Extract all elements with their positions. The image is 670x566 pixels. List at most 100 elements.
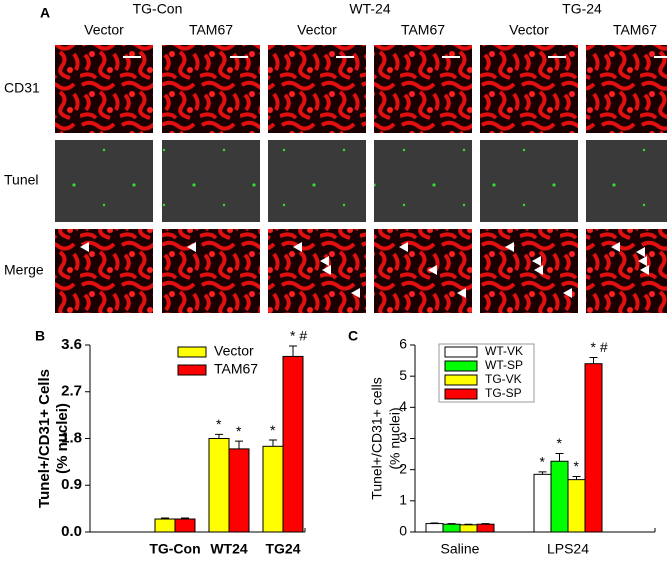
y-axis-label: (% nuclei) — [54, 403, 71, 474]
micrograph — [162, 45, 260, 133]
legend-label: TAM67 — [214, 361, 258, 377]
column-label: Vector — [84, 22, 124, 38]
y-axis-label: Tunel+/CD31+ cells — [369, 377, 385, 499]
column-label: TAM67 — [189, 22, 233, 38]
y-tick-label: 0 — [399, 523, 407, 539]
arrowhead — [667, 282, 670, 286]
y-tick-label: 3.6 — [61, 336, 82, 353]
bar — [425, 523, 444, 533]
arrowhead — [638, 256, 647, 266]
arrowhead — [293, 242, 302, 252]
bar — [533, 473, 552, 533]
y-axis-label: Tunel+/CD31+ Cells — [36, 369, 53, 508]
group-label: TG-24 — [562, 1, 602, 17]
y-tick-label: 0.9 — [61, 476, 82, 493]
arrowhead — [534, 265, 543, 275]
micrograph — [268, 229, 366, 313]
x-tick-label: LPS24 — [547, 541, 589, 557]
error-bar — [572, 476, 581, 480]
arrowhead — [80, 242, 89, 252]
column-label: Vector — [509, 22, 549, 38]
row-label: Tunel — [4, 172, 39, 188]
significance-marker: * — [216, 416, 222, 432]
group-label: TG-Con — [133, 1, 183, 17]
bar — [442, 523, 461, 533]
y-tick-label: 2 — [399, 460, 407, 476]
micrograph — [268, 45, 366, 133]
legend-swatch — [444, 360, 478, 372]
significance-marker: * — [557, 435, 563, 451]
legend-label: WT-SP — [485, 358, 523, 372]
bar — [282, 355, 304, 533]
x-tick-label: TG-Con — [149, 541, 200, 557]
micrograph — [586, 140, 667, 222]
error-bar — [589, 356, 598, 364]
micrograph — [586, 229, 667, 313]
legend-swatch — [177, 364, 207, 376]
significance-marker: * — [574, 458, 580, 474]
arrowhead — [532, 256, 541, 266]
row-label: CD31 — [4, 80, 40, 96]
micrograph — [268, 140, 366, 222]
micrograph — [374, 45, 472, 133]
arrowhead — [428, 265, 437, 275]
significance-marker: * — [270, 422, 276, 438]
arrowhead — [351, 288, 360, 298]
micrograph — [55, 229, 153, 313]
bar — [154, 518, 176, 533]
arrowhead — [399, 242, 408, 252]
arrowhead — [457, 288, 466, 298]
bar — [476, 523, 495, 533]
bar — [174, 518, 196, 533]
micrograph — [480, 140, 578, 222]
significance-marker: * # — [290, 328, 307, 344]
x-tick-label: WT24 — [210, 541, 248, 557]
significance-marker: * — [540, 454, 546, 470]
error-bar — [269, 439, 277, 447]
y-tick-label: 2.7 — [61, 383, 82, 400]
legend-label: Vector — [214, 343, 254, 359]
error-bar — [555, 452, 564, 462]
bar — [262, 445, 284, 533]
error-bar — [289, 345, 297, 357]
column-label: Vector — [297, 22, 337, 38]
arrowhead — [563, 288, 572, 298]
arrowhead — [320, 256, 329, 266]
micrograph — [162, 140, 260, 222]
y-tick-label: 5 — [399, 367, 407, 383]
arrowhead — [611, 242, 620, 252]
legend-swatch — [444, 374, 478, 386]
y-tick-label: 0.0 — [61, 523, 82, 540]
panel-letter: C — [348, 328, 358, 344]
y-tick-label: 1.8 — [61, 429, 82, 446]
x-tick-label: Saline — [441, 541, 480, 557]
error-bar — [464, 523, 473, 525]
y-axis-label: (% nuclei) — [387, 407, 403, 469]
micrograph — [374, 229, 472, 313]
error-bar — [481, 523, 490, 525]
legend-label: WT-VK — [485, 344, 523, 358]
arrowhead — [636, 247, 645, 257]
error-bar — [181, 517, 189, 520]
bar — [567, 479, 586, 533]
micrograph — [55, 140, 153, 222]
group-label: WT-24 — [349, 1, 390, 17]
micrograph — [586, 45, 667, 133]
significance-marker: * # — [591, 339, 608, 355]
y-tick-label: 3 — [399, 429, 407, 445]
column-label: TAM67 — [401, 22, 445, 38]
error-bar — [538, 471, 547, 475]
x-tick-label: TG24 — [265, 541, 300, 557]
bar — [550, 460, 569, 533]
y-tick-label: 6 — [399, 336, 407, 352]
bar — [459, 524, 478, 533]
y-tick-label: 4 — [399, 398, 407, 414]
legend-swatch — [444, 346, 478, 358]
arrowhead — [187, 242, 196, 252]
arrowhead — [640, 265, 649, 275]
panel-letter: A — [40, 5, 50, 21]
micrograph — [162, 229, 260, 313]
bar — [584, 363, 603, 533]
error-bar — [235, 440, 243, 449]
